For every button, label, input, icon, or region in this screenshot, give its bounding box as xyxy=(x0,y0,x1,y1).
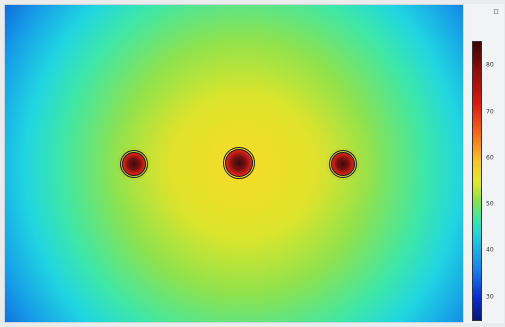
colorbar-tick-40: 40 xyxy=(486,246,494,254)
hotspot-center xyxy=(223,147,255,179)
pin-icon[interactable]: ⌑ xyxy=(493,8,499,18)
colorbar-tick-30: 30 xyxy=(486,293,494,301)
hotspot-left xyxy=(120,150,148,178)
heatmap-plot[interactable] xyxy=(4,4,464,323)
colorbar-tick-50: 50 xyxy=(486,200,494,208)
colorbar-legend: ⌑ 80 70 60 50 40 30 xyxy=(463,4,504,323)
colorbar-tick-70: 70 xyxy=(486,108,494,116)
colorbar-tick-60: 60 xyxy=(486,154,494,162)
colorbar-tick-80: 80 xyxy=(486,61,494,69)
colorbar xyxy=(472,41,482,321)
hotspot-right xyxy=(329,150,357,178)
